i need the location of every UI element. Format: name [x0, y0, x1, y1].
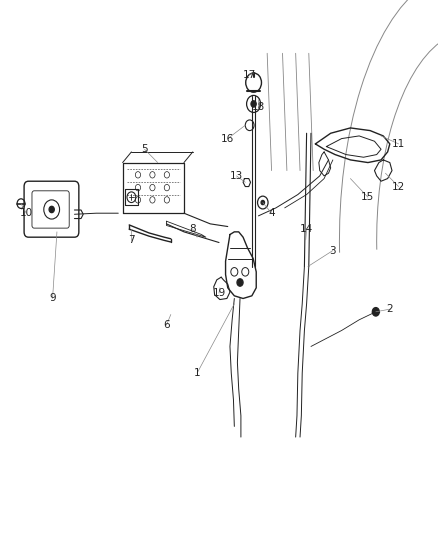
Text: 17: 17 — [243, 70, 256, 79]
Text: 2: 2 — [386, 304, 393, 314]
Text: 12: 12 — [392, 182, 405, 191]
Circle shape — [237, 279, 243, 286]
Circle shape — [49, 206, 54, 213]
Text: 15: 15 — [361, 192, 374, 202]
Text: 13: 13 — [230, 171, 243, 181]
Text: 14: 14 — [300, 224, 313, 234]
Circle shape — [372, 308, 379, 316]
Text: 18: 18 — [252, 102, 265, 111]
Text: 6: 6 — [163, 320, 170, 330]
Text: 11: 11 — [392, 139, 405, 149]
Text: 8: 8 — [189, 224, 196, 234]
Text: 1: 1 — [194, 368, 201, 378]
Text: 5: 5 — [141, 144, 148, 154]
Circle shape — [251, 101, 256, 107]
Text: 4: 4 — [268, 208, 275, 218]
Text: 9: 9 — [49, 294, 56, 303]
Text: 10: 10 — [20, 208, 33, 218]
Text: 7: 7 — [128, 235, 135, 245]
Text: 19: 19 — [212, 288, 226, 298]
Circle shape — [261, 200, 265, 205]
Text: 16: 16 — [221, 134, 234, 143]
Text: 3: 3 — [329, 246, 336, 255]
